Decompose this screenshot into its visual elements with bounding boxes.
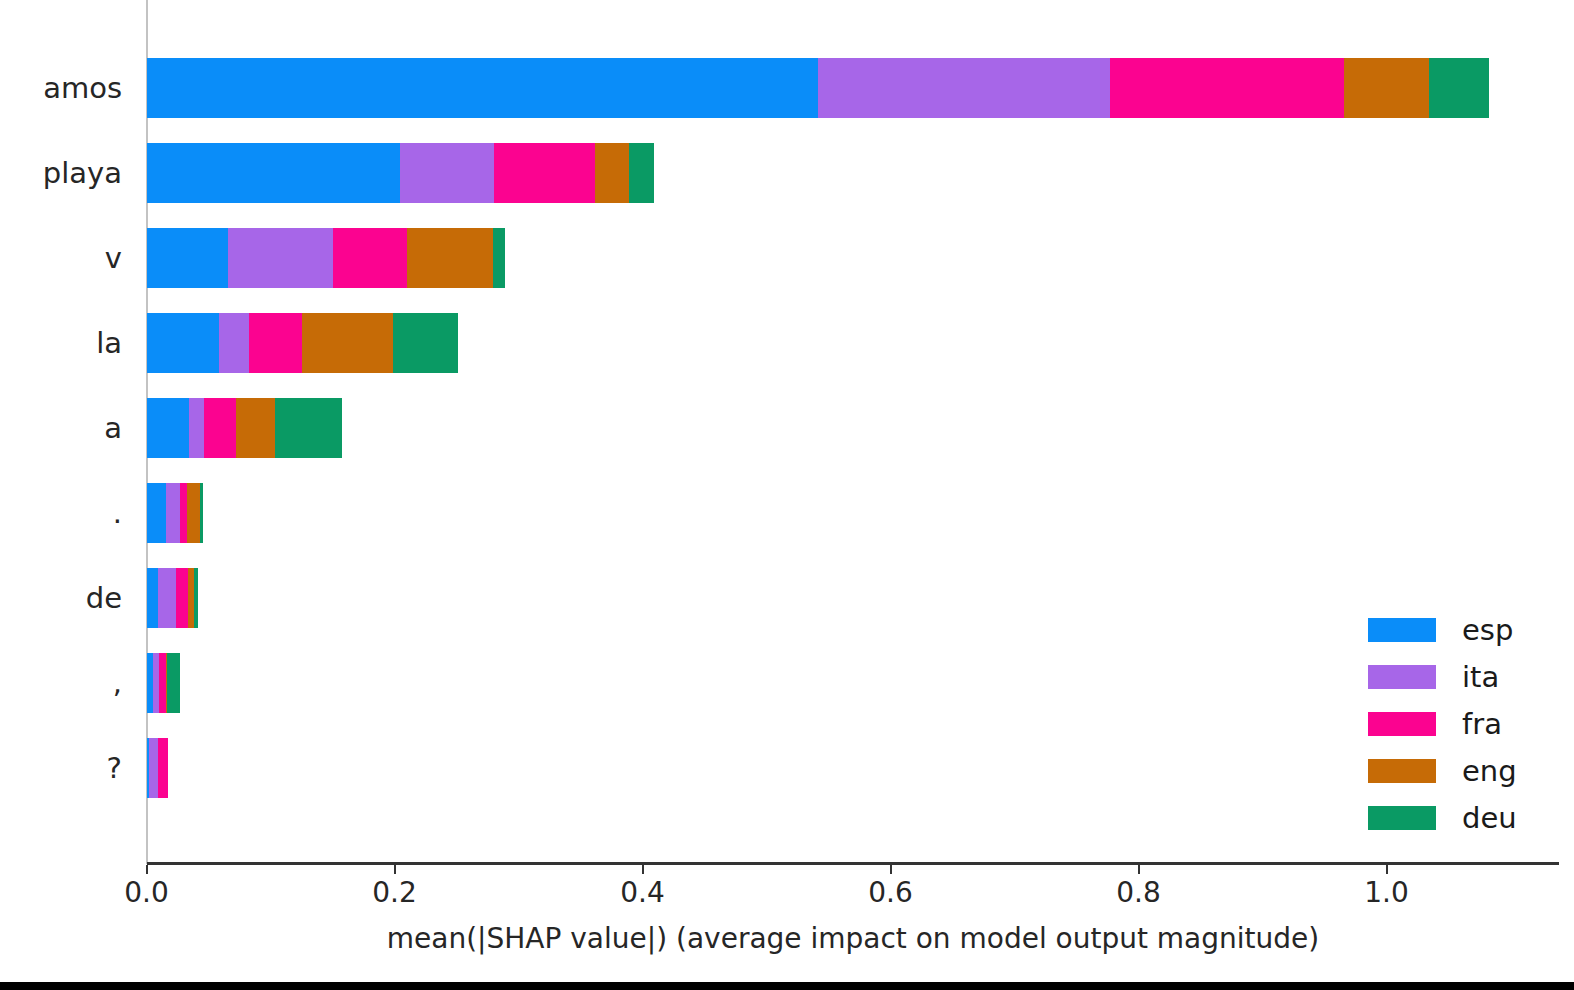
bar-segment-fra: [1110, 58, 1343, 118]
legend: esp ita fra eng deu: [1340, 610, 1574, 850]
x-tick-mark: [1386, 865, 1388, 874]
bar-segment-ita: [149, 738, 158, 798]
bar-segment-esp: [147, 58, 818, 118]
bar-segment-deu: [194, 568, 198, 628]
y-tick-label-5: a: [0, 398, 122, 458]
bar-segment-eng: [236, 398, 274, 458]
x-tick-label-0.0: 0.0: [102, 876, 192, 909]
bottom-black-band: [0, 982, 1574, 990]
legend-label-deu: deu: [1462, 798, 1517, 838]
bar-segment-ita: [219, 313, 249, 373]
legend-item-eng: eng: [1340, 751, 1574, 791]
legend-swatch-ita: [1368, 665, 1436, 689]
legend-item-deu: deu: [1340, 798, 1574, 838]
x-tick-label-0.2: 0.2: [350, 876, 440, 909]
y-tick-label-8: ,: [0, 653, 122, 713]
y-tick-label-9: ?: [0, 738, 122, 798]
x-tick-mark: [394, 865, 396, 874]
legend-swatch-eng: [1368, 759, 1436, 783]
legend-swatch-fra: [1368, 712, 1436, 736]
legend-item-ita: ita: [1340, 657, 1574, 697]
x-axis-line: [147, 862, 1559, 865]
bar-segment-deu: [200, 483, 202, 543]
bar-segment-fra: [333, 228, 407, 288]
bar-segment-fra: [204, 398, 236, 458]
bar-segment-ita: [228, 228, 333, 288]
bar-segment-esp: [147, 568, 158, 628]
legend-swatch-deu: [1368, 806, 1436, 830]
legend-label-fra: fra: [1462, 704, 1502, 744]
bar-segment-deu: [167, 653, 181, 713]
x-tick-mark: [642, 865, 644, 874]
bar-segment-eng: [595, 143, 630, 203]
x-tick-label-0.4: 0.4: [598, 876, 688, 909]
bar-segment-eng: [187, 483, 201, 543]
bar-segment-eng: [407, 228, 493, 288]
bar-segment-eng: [1344, 58, 1430, 118]
x-axis-title: mean(|SHAP value|) (average impact on mo…: [147, 922, 1559, 955]
bar-segment-deu: [493, 228, 505, 288]
y-tick-label-7: de: [0, 568, 122, 628]
bar-segment-esp: [147, 143, 400, 203]
x-tick-label-0.6: 0.6: [846, 876, 936, 909]
bar-segment-fra: [158, 738, 168, 798]
bar-segment-ita: [158, 568, 175, 628]
bar-segment-esp: [147, 313, 219, 373]
bar-segment-fra: [249, 313, 302, 373]
x-tick-label-1.0: 1.0: [1342, 876, 1432, 909]
y-tick-label-2: playa: [0, 143, 122, 203]
legend-swatch-esp: [1368, 618, 1436, 642]
legend-label-ita: ita: [1462, 657, 1499, 697]
bar-segment-eng: [302, 313, 393, 373]
bar-segment-fra: [176, 568, 188, 628]
y-tick-label-1: amos: [0, 58, 122, 118]
bar-segment-deu: [393, 313, 459, 373]
bar-segment-esp: [147, 483, 166, 543]
legend-label-esp: esp: [1462, 610, 1513, 650]
y-tick-label-3: v: [0, 228, 122, 288]
x-tick-mark: [146, 865, 148, 874]
shap-summary-bar-chart: 0.0 0.2 0.4 0.6 0.8 1.0 amos playa v la a. de,? me…: [0, 0, 1574, 990]
y-tick-label-4: la: [0, 313, 122, 373]
bar-segment-deu: [275, 398, 342, 458]
legend-item-esp: esp: [1340, 610, 1574, 650]
x-tick-label-0.8: 0.8: [1094, 876, 1184, 909]
bar-segment-ita: [400, 143, 494, 203]
legend-item-fra: fra: [1340, 704, 1574, 744]
bar-segment-deu: [629, 143, 654, 203]
y-tick-label-6: .: [0, 483, 122, 543]
legend-label-eng: eng: [1462, 751, 1517, 791]
x-tick-mark: [1138, 865, 1140, 874]
x-tick-mark: [890, 865, 892, 874]
bar-segment-deu: [1429, 58, 1489, 118]
bar-segment-ita: [189, 398, 204, 458]
bar-segment-ita: [818, 58, 1111, 118]
bar-segment-fra: [494, 143, 594, 203]
bar-segment-ita: [166, 483, 181, 543]
bar-segment-esp: [147, 228, 228, 288]
bar-segment-esp: [147, 398, 189, 458]
